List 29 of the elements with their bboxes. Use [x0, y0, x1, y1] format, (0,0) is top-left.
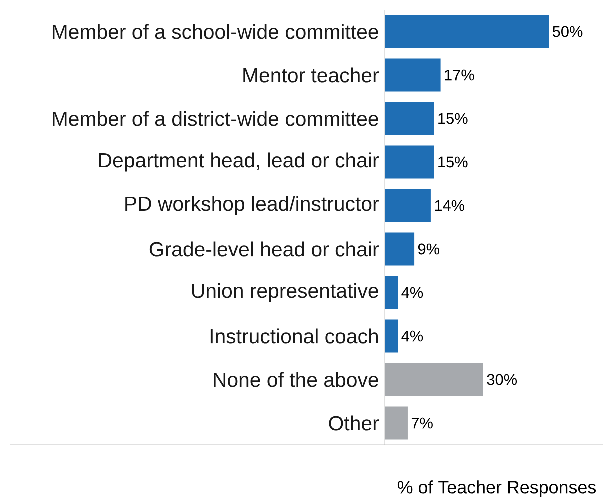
data-label: 17%: [445, 70, 474, 81]
x-axis-title: % of Teacher Responses: [398, 480, 596, 498]
bar: [385, 232, 415, 266]
data-label: 14%: [435, 200, 464, 212]
y-tick-label: Mentor teacher: [244, 68, 379, 83]
y-tick-label: Member of a school-wide committee: [52, 24, 378, 40]
bar: [385, 276, 398, 310]
y-tick-label: Department head, lead or chair: [99, 152, 379, 172]
data-label: 50%: [552, 26, 583, 38]
data-label: 9%: [418, 244, 440, 255]
bar: [385, 146, 434, 179]
data-label: 15%: [438, 113, 468, 124]
data-label: 4%: [402, 330, 424, 342]
bar: [385, 102, 434, 136]
y-tick-label: Other: [329, 416, 380, 431]
data-label: 15%: [438, 156, 468, 168]
data-label: 30%: [487, 374, 518, 386]
bar: [385, 15, 550, 48]
y-tick-label: Instructional coach: [210, 328, 378, 344]
y-tick-label: Grade-level head or chair: [150, 242, 379, 257]
bar: [385, 58, 441, 92]
y-tick-label: PD workshop lead/instructor: [126, 196, 379, 216]
data-label: 4%: [402, 287, 424, 298]
y-tick-label: Member of a district-wide committee: [53, 111, 378, 126]
data-label: 7%: [412, 418, 433, 429]
bar: [385, 189, 431, 222]
y-tick-label: Union representative: [192, 283, 378, 302]
bar: [385, 320, 398, 353]
y-tick-label: None of the above: [214, 372, 378, 388]
